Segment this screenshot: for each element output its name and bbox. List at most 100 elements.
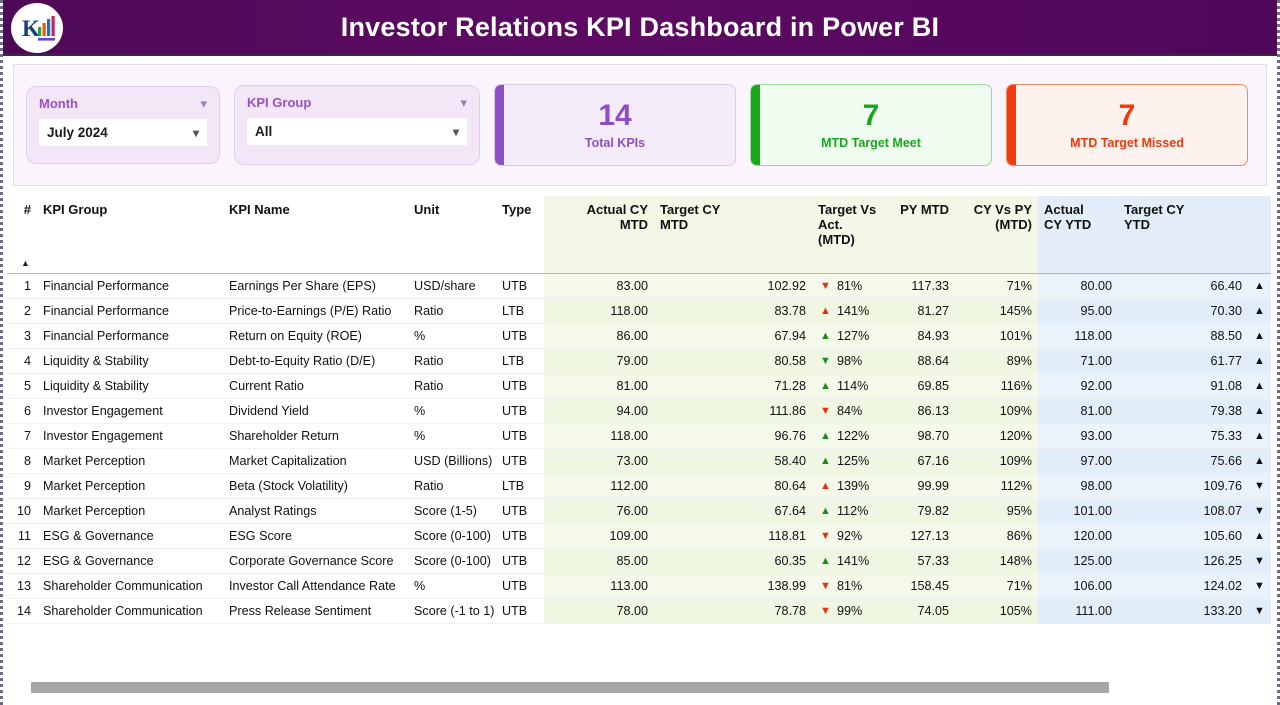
cell-actual-cy-mtd: 118.00 — [544, 423, 654, 449]
trend-up-icon: ▲ — [1248, 398, 1271, 424]
cell-target-cy-mtd: 60.35 — [654, 548, 812, 574]
cell-target-cy-mtd: 83.78 — [654, 298, 812, 324]
trend-up-icon: ▲ — [820, 329, 831, 342]
chevron-down-icon[interactable]: ▾ — [200, 96, 207, 111]
cell-target-cy-mtd: 102.92 — [654, 273, 812, 299]
cell-target-vs-act-value: 98% — [837, 354, 863, 368]
cell-cy-vs-py-mtd: 86% — [955, 523, 1038, 549]
cell-kpi-name: Beta (Stock Volatility) — [223, 473, 408, 499]
table-row[interactable]: 6 Investor Engagement Dividend Yield% UTB 94… — [7, 398, 1271, 424]
cell-target-vs-act-mtd: ▼ 98% — [812, 348, 887, 374]
chevron-down-icon[interactable]: ▾ — [452, 124, 459, 139]
month-slicer[interactable]: Month ▾ July 2024 ▾ — [26, 86, 220, 164]
trend-up-icon: ▲ — [820, 504, 831, 517]
cell-actual-cy-ytd: 71.00 — [1038, 348, 1118, 374]
kpi-table-container: # ▲ KPI Group KPI Name Unit Type Actual … — [7, 196, 1273, 624]
cell-actual-cy-mtd: 83.00 — [544, 273, 654, 299]
kpi-card-total[interactable]: 14 Total KPIs — [494, 84, 736, 166]
cell-target-vs-act-value: 92% — [837, 529, 863, 543]
cell-kpi-name: ESG Score — [223, 523, 408, 549]
cell-cy-vs-py-mtd: 89% — [955, 348, 1038, 374]
cell-actual-cy-mtd: 113.00 — [544, 573, 654, 599]
cell-target-vs-act-mtd: ▲ 139% — [812, 473, 887, 499]
horizontal-scrollbar-track[interactable] — [17, 682, 1265, 699]
trend-down-icon: ▼ — [820, 279, 831, 292]
chevron-down-icon[interactable]: ▾ — [192, 125, 199, 140]
cell-cy-vs-py-mtd: 120% — [955, 423, 1038, 449]
cell-target-vs-act-mtd: ▲ 112% — [812, 498, 887, 524]
cell-kpi-group: Market Perception — [37, 448, 223, 474]
cell-kpi-group: Shareholder Communication — [37, 573, 223, 599]
trend-down-icon: ▼ — [820, 529, 831, 542]
kpi-group-slicer-label: KPI Group — [247, 95, 312, 110]
cell-py-mtd: 117.33 — [887, 273, 955, 299]
cell-index: 7 — [7, 423, 37, 449]
table-row[interactable]: 3 Financial Performance Return on Equity (… — [7, 323, 1271, 349]
table-row[interactable]: 12 ESG & Governance Corporate Governance S… — [7, 548, 1271, 574]
table-row[interactable]: 13 Shareholder Communication Investor Call… — [7, 573, 1271, 599]
cell-kpi-name: Analyst Ratings — [223, 498, 408, 524]
cell-kpi-group: Financial Performance — [37, 273, 223, 299]
column-header-actual-cy-ytd[interactable]: Actual CY YTD — [1038, 196, 1118, 274]
cell-kpi-group: ESG & Governance — [37, 548, 223, 574]
kpi-card-target-missed[interactable]: 7 MTD Target Missed — [1006, 84, 1248, 166]
kpi-card-target-meet-value: 7 — [862, 98, 880, 132]
column-header-unit[interactable]: Unit — [408, 196, 496, 274]
cell-target-cy-mtd: 118.81 — [654, 523, 812, 549]
column-header-cy-vs-py-mtd[interactable]: CY Vs PY (MTD) — [955, 196, 1038, 274]
table-row[interactable]: 2 Financial Performance Price-to-Earnings … — [7, 298, 1271, 324]
cell-target-vs-act-mtd: ▲ 114% — [812, 373, 887, 399]
trend-down-icon: ▼ — [1248, 473, 1271, 499]
column-header-target-cy-ytd[interactable]: Target CY YTD — [1118, 196, 1248, 274]
table-row[interactable]: 14 Shareholder Communication Press Release… — [7, 598, 1271, 624]
table-row[interactable]: 10 Market Perception Analyst Ratings Score … — [7, 498, 1271, 524]
cell-type: UTB — [496, 573, 544, 599]
trend-up-icon: ▲ — [820, 454, 831, 467]
column-header-kpi-group[interactable]: KPI Group — [37, 196, 223, 274]
cell-actual-cy-mtd: 73.00 — [544, 448, 654, 474]
kpi-card-target-meet[interactable]: 7 MTD Target Meet — [750, 84, 992, 166]
cell-target-vs-act-mtd: ▼ 84% — [812, 398, 887, 424]
table-row[interactable]: 8 Market Perception Market Capitalization U… — [7, 448, 1271, 474]
horizontal-scrollbar-thumb[interactable] — [31, 682, 1109, 693]
cell-kpi-group: Financial Performance — [37, 298, 223, 324]
cell-py-mtd: 57.33 — [887, 548, 955, 574]
table-row[interactable]: 4 Liquidity & Stability Debt-to-Equity Rat… — [7, 348, 1271, 374]
cell-actual-cy-ytd: 120.00 — [1038, 523, 1118, 549]
kpi-group-slicer[interactable]: KPI Group ▾ All ▾ — [234, 85, 480, 165]
cell-target-cy-ytd: 66.40 — [1118, 273, 1248, 299]
cell-index: 9 — [7, 473, 37, 499]
column-header-target-cy-mtd[interactable]: Target CY MTD — [654, 196, 812, 274]
column-header-kpi-name[interactable]: KPI Name — [223, 196, 408, 274]
cell-type: UTB — [496, 598, 544, 624]
cell-target-cy-ytd: 61.77 — [1118, 348, 1248, 374]
trend-down-icon: ▼ — [820, 404, 831, 417]
cell-actual-cy-mtd: 81.00 — [544, 373, 654, 399]
cell-unit: Ratio — [408, 348, 496, 374]
cell-index: 1 — [7, 273, 37, 299]
table-row[interactable]: 5 Liquidity & Stability Current Ratio Ratio… — [7, 373, 1271, 399]
column-header-index[interactable]: # ▲ — [7, 196, 37, 274]
sort-ascending-icon[interactable]: ▲ — [21, 258, 30, 268]
column-header-actual-cy-mtd[interactable]: Actual CY MTD — [544, 196, 654, 274]
kpi-card-target-missed-label: MTD Target Missed — [1070, 136, 1184, 151]
column-header-type[interactable]: Type — [496, 196, 544, 274]
company-logo: K — [11, 3, 63, 53]
table-row[interactable]: 9 Market Perception Beta (Stock Volatility… — [7, 473, 1271, 499]
table-row[interactable]: 7 Investor Engagement Shareholder Return% U… — [7, 423, 1271, 449]
cell-cy-vs-py-mtd: 95% — [955, 498, 1038, 524]
month-select[interactable]: July 2024 ▾ — [39, 119, 207, 146]
trend-up-icon: ▲ — [1248, 323, 1271, 349]
table-row[interactable]: 11 ESG & Governance ESG Score Score (0-100)… — [7, 523, 1271, 549]
cell-kpi-group: Financial Performance — [37, 323, 223, 349]
cell-cy-vs-py-mtd: 109% — [955, 398, 1038, 424]
column-header-py-mtd[interactable]: PY MTD — [887, 196, 955, 274]
cell-type: UTB — [496, 423, 544, 449]
trend-up-icon: ▲ — [1248, 523, 1271, 549]
kpi-group-select[interactable]: All ▾ — [247, 118, 467, 145]
column-header-target-vs-act-mtd[interactable]: Target Vs Act. (MTD) — [812, 196, 887, 274]
table-row[interactable]: 1 Financial Performance Earnings Per Share… — [7, 273, 1271, 299]
chevron-down-icon[interactable]: ▾ — [460, 95, 467, 110]
cell-target-cy-ytd: 108.07 — [1118, 498, 1248, 524]
